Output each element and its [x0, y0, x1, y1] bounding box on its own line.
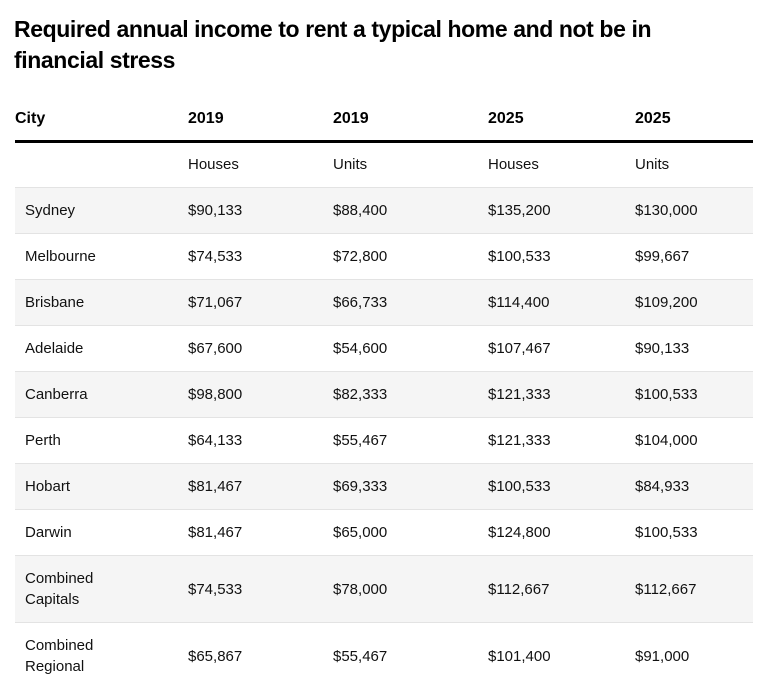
- city-cell: Melbourne: [25, 248, 96, 265]
- value-cell: $65,000: [333, 524, 388, 541]
- value-cell: $84,933: [635, 478, 690, 495]
- table-row: Hobart $81,467 $69,333 $100,533 $84,933: [15, 463, 753, 510]
- subheader-houses-2025: Houses: [488, 156, 539, 173]
- value-cell: $98,800: [188, 386, 243, 403]
- column-header-2019-a: 2019: [188, 102, 333, 143]
- value-cell: $121,333: [488, 386, 551, 403]
- subheader-units-2019: Units: [333, 156, 368, 173]
- table-row: Darwin $81,467 $65,000 $124,800 $100,533: [15, 509, 753, 556]
- city-cell: Canberra: [25, 386, 88, 403]
- table-row: Adelaide $67,600 $54,600 $107,467 $90,133: [15, 325, 753, 372]
- value-cell: $55,467: [333, 647, 388, 665]
- value-cell: $67,600: [188, 340, 243, 357]
- value-cell: $100,533: [488, 478, 551, 495]
- value-cell: $135,200: [488, 202, 551, 219]
- value-cell: $64,133: [188, 432, 243, 449]
- subheader-empty: [15, 142, 188, 188]
- value-cell: $124,800: [488, 524, 551, 541]
- city-cell: Adelaide: [25, 340, 84, 357]
- value-cell: $82,333: [333, 386, 388, 403]
- value-cell: $130,000: [635, 202, 698, 219]
- value-cell: $65,867: [188, 647, 243, 665]
- value-cell: $112,667: [488, 580, 550, 598]
- value-cell: $81,467: [188, 478, 243, 495]
- value-cell: $78,000: [333, 580, 388, 598]
- subheader-houses-2019: Houses: [188, 156, 239, 173]
- table-row: Brisbane $71,067 $66,733 $114,400 $109,200: [15, 279, 753, 326]
- year-header-row: City 2019 2019 2025 2025: [15, 102, 753, 143]
- table-row: Sydney $90,133 $88,400 $135,200 $130,000: [15, 187, 753, 234]
- value-cell: $107,467: [488, 340, 551, 357]
- value-cell: $121,333: [488, 432, 551, 449]
- value-cell: $90,133: [188, 202, 243, 219]
- column-header-2025-b: 2025: [635, 102, 753, 143]
- subheader-units-2025: Units: [635, 156, 670, 173]
- value-cell: $88,400: [333, 202, 388, 219]
- column-header-2025-a: 2025: [488, 102, 635, 143]
- city-cell: Combined Capitals: [25, 570, 94, 608]
- city-cell: Brisbane: [25, 294, 85, 311]
- table-row: Melbourne $74,533 $72,800 $100,533 $99,667: [15, 233, 753, 280]
- value-cell: $74,533: [188, 580, 243, 598]
- table-row: Combined Capitals $74,533 $78,000 $112,667 $…: [15, 555, 753, 623]
- value-cell: $114,400: [488, 294, 550, 311]
- column-header-2019-b: 2019: [333, 102, 488, 143]
- table-row: Canberra $98,800 $82,333 $121,333 $100,533: [15, 371, 753, 418]
- income-table: City 2019 2019 2025 2025 Houses Units Ho…: [15, 102, 753, 678]
- table-body: Sydney $90,133 $88,400 $135,200 $130,000 Melb…: [15, 187, 753, 678]
- value-cell: $55,467: [333, 432, 388, 449]
- value-cell: $81,467: [188, 524, 243, 541]
- value-cell: $74,533: [188, 248, 243, 265]
- value-cell: $104,000: [635, 432, 698, 449]
- city-cell: Darwin: [25, 524, 72, 541]
- column-header-city: City: [15, 102, 188, 143]
- value-cell: $100,533: [488, 248, 551, 265]
- value-cell: $90,133: [635, 340, 690, 357]
- chart-title: Required annual income to rent a typical…: [14, 16, 652, 73]
- city-cell: Sydney: [25, 202, 76, 219]
- value-cell: $71,067: [188, 294, 243, 311]
- value-cell: $66,733: [333, 294, 388, 311]
- table-header: City 2019 2019 2025 2025 Houses Units Ho…: [15, 102, 753, 188]
- value-cell: $91,000: [635, 647, 690, 665]
- value-cell: $69,333: [333, 478, 388, 495]
- table-row: Combined Regional $65,867 $55,467 $101,400 $…: [15, 622, 753, 678]
- table-row: Perth $64,133 $55,467 $121,333 $104,000: [15, 417, 753, 464]
- city-cell: Hobart: [25, 478, 71, 495]
- value-cell: $99,667: [635, 248, 690, 265]
- value-cell: $112,667: [635, 580, 697, 598]
- value-cell: $109,200: [635, 294, 698, 311]
- value-cell: $100,533: [635, 524, 698, 541]
- type-header-row: Houses Units Houses Units: [15, 142, 753, 188]
- city-cell: Combined Regional: [25, 637, 94, 675]
- value-cell: $54,600: [333, 340, 388, 357]
- city-cell: Perth: [25, 432, 61, 449]
- value-cell: $101,400: [488, 647, 551, 665]
- value-cell: $100,533: [635, 386, 698, 403]
- value-cell: $72,800: [333, 248, 388, 265]
